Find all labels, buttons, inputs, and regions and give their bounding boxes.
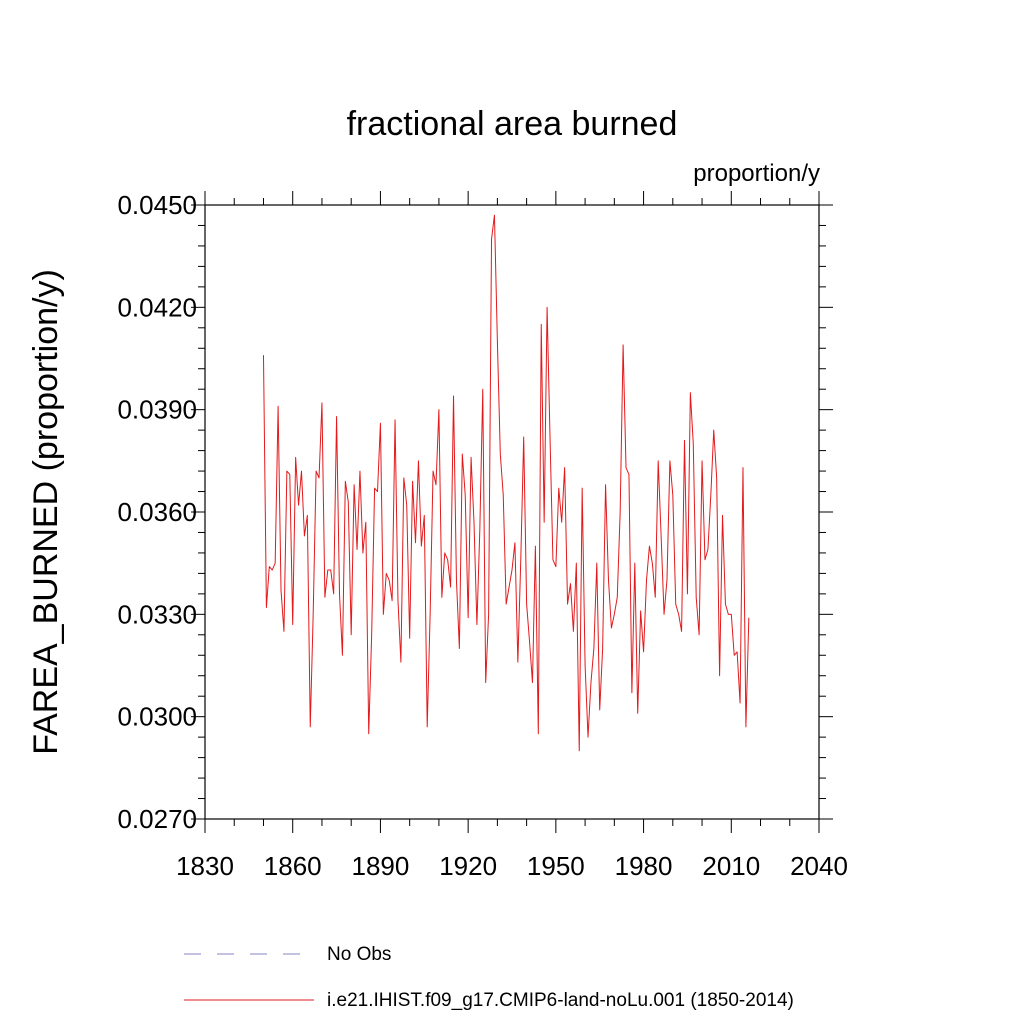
- units-label: proportion/y: [693, 160, 820, 187]
- x-tick-label: 1890: [352, 851, 410, 881]
- series-line: [262, 214, 750, 752]
- legend: No Obs i.e21.IHIST.f09_g17.CMIP6-land-no…: [184, 944, 794, 1011]
- x-tick-label: 1920: [439, 851, 497, 881]
- y-axis-label: FAREA_BURNED (proportion/y): [27, 269, 65, 755]
- plot-frame: [204, 204, 820, 820]
- y-tick-label: 0.0270: [117, 804, 197, 834]
- x-tick-label: 2040: [790, 851, 848, 881]
- y-tick-label: 0.0420: [117, 292, 197, 322]
- legend-label-no-obs: No Obs: [327, 944, 391, 965]
- x-tick-label: 1980: [615, 851, 673, 881]
- x-tick-label: 1830: [176, 851, 234, 881]
- x-tick-label: 2010: [702, 851, 760, 881]
- legend-label-model-run: i.e21.IHIST.f09_g17.CMIP6-land-noLu.001 …: [327, 990, 794, 1011]
- y-tick-label: 0.0300: [117, 702, 197, 732]
- y-tick-label: 0.0390: [117, 395, 197, 425]
- chart-title: fractional area burned: [347, 105, 678, 143]
- y-tick-label: 0.0330: [117, 599, 197, 629]
- y-tick-label: 0.0450: [117, 190, 197, 220]
- y-tick-label: 0.0360: [117, 497, 197, 527]
- plot-area: 1830 1860 1890 1920 1950 1980 2010 2040 0.0270 0.…: [117, 190, 847, 881]
- x-tick-label: 1860: [264, 851, 322, 881]
- x-tick-label: 1950: [527, 851, 585, 881]
